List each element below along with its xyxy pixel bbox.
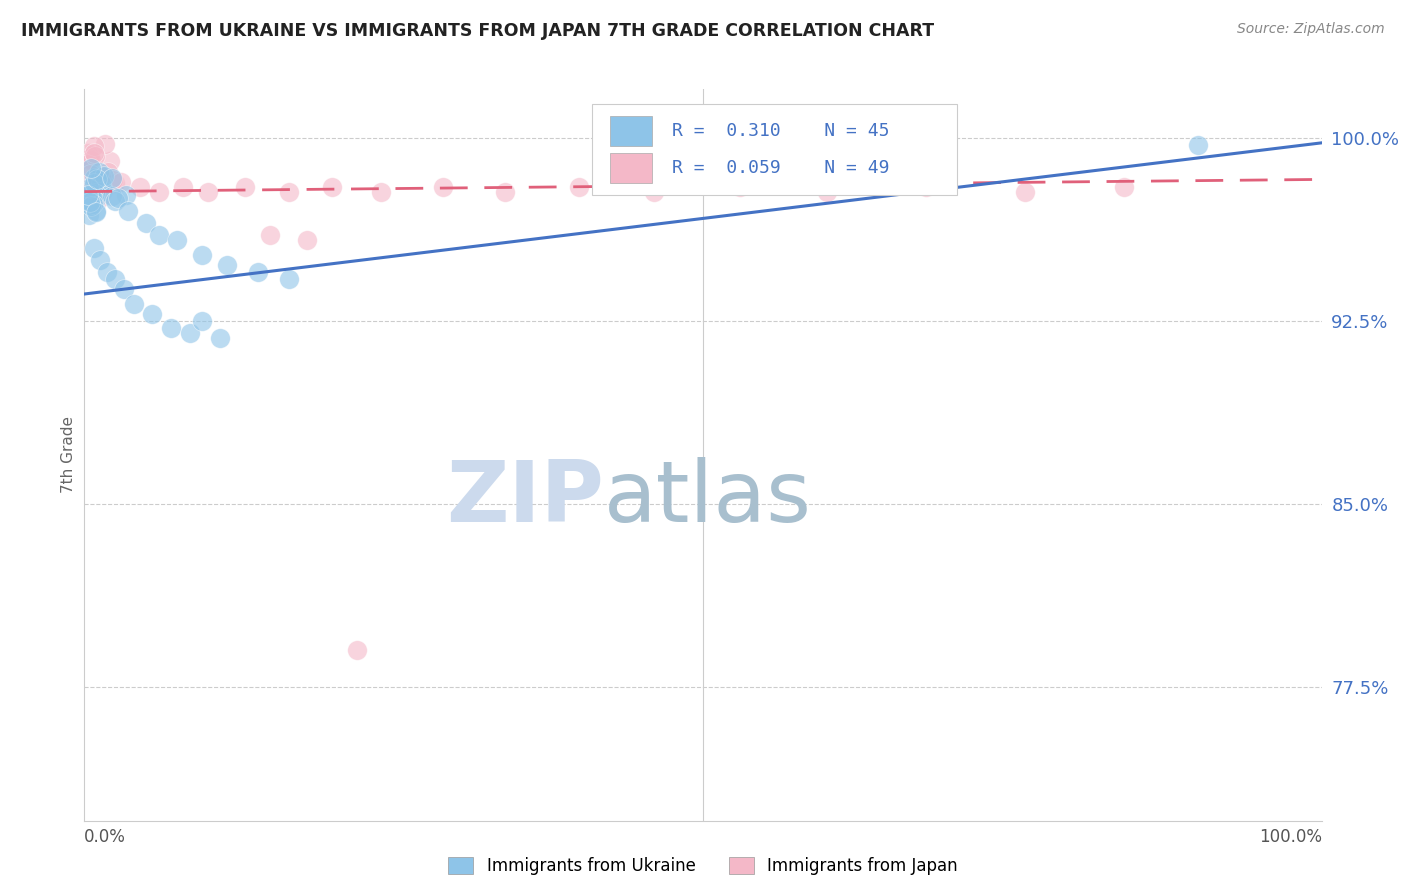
Point (191, 314, 214, 328)
Text: R =  0.310    N = 45: R = 0.310 N = 45 (672, 122, 890, 140)
Point (148, 185, 170, 199)
Text: atlas: atlas (605, 458, 813, 541)
Point (86, 172, 108, 186)
Point (89, 191, 111, 205)
Point (84, 205, 107, 219)
Point (84, 186, 107, 201)
Point (117, 204, 139, 219)
Text: IMMIGRANTS FROM UKRAINE VS IMMIGRANTS FROM JAPAN 7TH GRADE CORRELATION CHART: IMMIGRANTS FROM UKRAINE VS IMMIGRANTS FR… (21, 22, 934, 40)
Text: Source: ZipAtlas.com: Source: ZipAtlas.com (1237, 22, 1385, 37)
Point (1014, 185, 1036, 199)
Point (79, 151, 101, 165)
Point (104, 272, 127, 286)
Point (79, 149, 101, 163)
Point (77, 146, 100, 161)
Point (79, 167, 101, 181)
Point (101, 171, 124, 186)
Point (346, 643, 368, 657)
Legend: Immigrants from Ukraine, Immigrants from Japan: Immigrants from Ukraine, Immigrants from… (441, 850, 965, 882)
Point (135, 216, 157, 230)
Point (80, 153, 103, 167)
Point (77, 157, 100, 171)
Point (101, 188, 124, 202)
Point (89, 252, 111, 267)
Point (90, 169, 112, 183)
FancyBboxPatch shape (610, 153, 652, 184)
Point (93, 169, 115, 184)
Point (83, 186, 105, 200)
Point (107, 191, 129, 205)
Point (80, 184, 103, 198)
Point (643, 185, 665, 199)
Point (115, 187, 138, 202)
Point (96, 265, 118, 279)
Point (815, 185, 838, 199)
Point (179, 326, 201, 340)
Point (77, 188, 100, 202)
Point (77, 181, 100, 195)
Point (321, 179, 343, 194)
Point (101, 173, 124, 187)
Point (110, 175, 132, 189)
Point (77, 194, 100, 208)
Text: 0.0%: 0.0% (84, 828, 127, 846)
Point (494, 185, 516, 199)
FancyBboxPatch shape (610, 116, 652, 146)
Point (209, 331, 232, 345)
Point (83, 241, 105, 255)
Point (295, 233, 318, 247)
Point (914, 179, 936, 194)
Point (79, 194, 101, 209)
Point (77, 208, 100, 222)
Point (568, 179, 591, 194)
Point (79, 161, 101, 175)
Point (1187, 138, 1209, 153)
Point (83, 138, 105, 153)
Point (83, 170, 105, 185)
Point (83, 176, 105, 190)
Point (84, 194, 107, 208)
Y-axis label: 7th Grade: 7th Grade (60, 417, 76, 493)
Point (104, 176, 127, 190)
Text: ZIP: ZIP (446, 458, 605, 541)
Point (215, 258, 238, 272)
Point (259, 228, 281, 243)
Point (83, 145, 105, 160)
FancyBboxPatch shape (592, 103, 956, 195)
Point (141, 306, 163, 320)
Point (82, 197, 104, 211)
Point (84, 173, 107, 187)
Point (103, 194, 125, 208)
Point (166, 233, 188, 247)
Point (432, 179, 454, 194)
Point (80, 187, 103, 202)
Point (197, 185, 219, 199)
Point (93, 137, 115, 152)
Point (98, 154, 121, 169)
Point (370, 185, 392, 199)
Point (172, 179, 194, 194)
Point (246, 265, 269, 279)
Point (129, 179, 152, 194)
Point (80, 199, 103, 213)
Text: R =  0.059    N = 49: R = 0.059 N = 49 (672, 159, 890, 177)
Text: 100.0%: 100.0% (1258, 828, 1322, 846)
Point (148, 228, 170, 243)
Point (91, 185, 114, 199)
Point (84, 149, 107, 163)
Point (277, 272, 299, 286)
Point (90, 176, 112, 190)
Point (728, 179, 751, 194)
Point (97, 165, 120, 179)
Point (89, 165, 111, 179)
Point (1112, 179, 1135, 194)
Point (84, 203, 107, 218)
Point (160, 321, 183, 335)
Point (191, 248, 214, 262)
Point (77, 175, 100, 189)
Point (112, 282, 135, 296)
Point (277, 185, 299, 199)
Point (122, 297, 145, 311)
Point (233, 179, 256, 194)
